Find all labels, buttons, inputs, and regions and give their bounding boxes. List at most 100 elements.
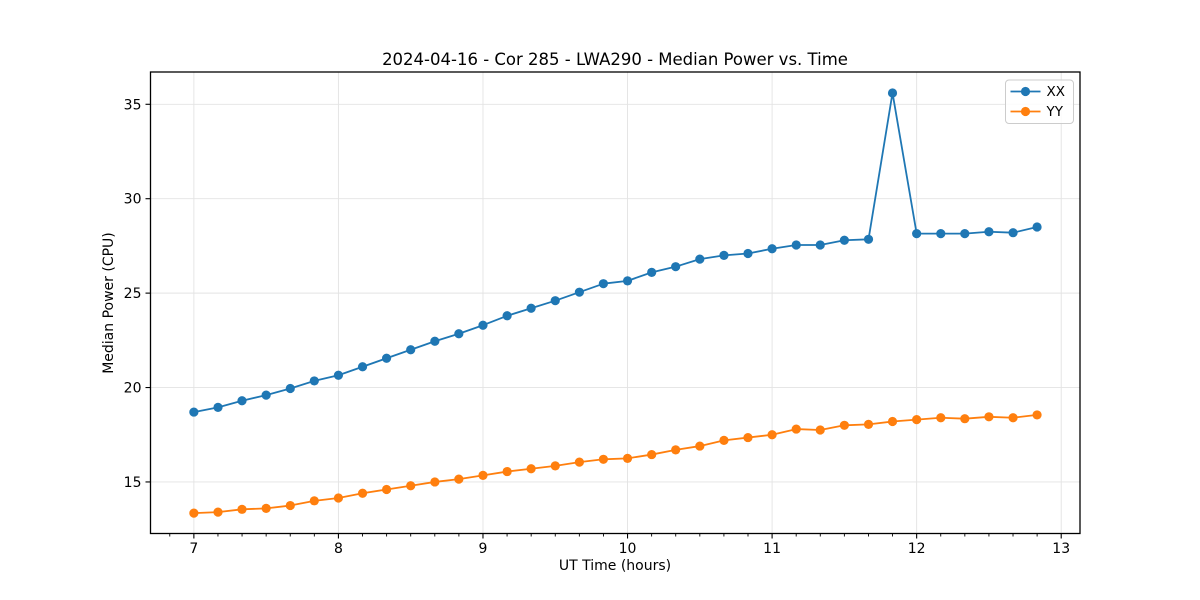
data-point-yy	[767, 430, 777, 440]
data-point-xx	[598, 279, 608, 289]
data-point-xx	[213, 402, 223, 412]
data-point-yy	[887, 416, 898, 427]
legend-marker-xx	[1020, 86, 1031, 97]
data-point-yy	[526, 464, 536, 474]
data-point-yy	[743, 432, 753, 443]
data-point-yy	[406, 481, 416, 491]
data-point-yy	[454, 474, 464, 484]
data-point-xx	[960, 229, 970, 239]
data-point-xx	[791, 240, 801, 250]
data-point-yy	[430, 477, 440, 487]
data-point-xx	[815, 240, 825, 250]
tick-layer	[145, 103, 1062, 539]
data-point-xx	[574, 287, 584, 297]
data-point-yy	[839, 420, 849, 430]
data-point-xx	[526, 303, 536, 313]
data-point-yy	[1032, 410, 1042, 420]
data-point-xx	[767, 244, 777, 254]
data-point-yy	[815, 425, 825, 435]
data-point-yy	[285, 500, 295, 511]
plot-border	[149, 71, 1081, 535]
data-point-yy	[237, 504, 247, 514]
data-point-yy	[936, 413, 946, 423]
x-tick-label: 11	[763, 541, 781, 557]
data-point-yy	[912, 415, 922, 425]
data-point-yy	[333, 493, 344, 503]
data-point-xx	[647, 267, 657, 277]
data-point-xx	[839, 235, 849, 245]
y-tick-label: 30	[124, 192, 142, 208]
tick-label-layer: 7 8 9 10 11 12 13 15 20 25 30 35	[124, 97, 1070, 557]
chart-title: 2024-04-16 - Cor 285 - LWA290 - Median P…	[382, 50, 848, 69]
data-point-xx	[478, 320, 488, 330]
data-point-xx	[454, 329, 464, 339]
data-point-yy	[984, 412, 994, 422]
data-point-yy	[357, 488, 368, 498]
data-point-yy	[261, 503, 271, 513]
data-point-xx	[671, 262, 681, 272]
grid-layer	[150, 72, 1080, 534]
data-point-xx	[237, 396, 247, 406]
data-point-yy	[381, 484, 392, 495]
data-point-yy	[478, 470, 488, 480]
y-axis-label: Median Power (CPU)	[101, 232, 117, 374]
legend-marker-yy	[1020, 106, 1031, 117]
data-point-yy	[550, 461, 560, 471]
data-point-yy	[863, 419, 874, 429]
y-tick-label: 35	[124, 97, 142, 113]
data-point-yy	[189, 508, 199, 518]
x-tick-label: 12	[908, 541, 926, 557]
series-layer	[189, 88, 1042, 518]
legend-label-xx: XX	[1047, 84, 1066, 100]
data-point-xx	[333, 370, 344, 380]
data-point-xx	[189, 407, 199, 417]
data-point-yy	[309, 496, 319, 506]
data-point-xx	[719, 250, 729, 260]
data-point-xx	[743, 248, 753, 259]
data-point-yy	[695, 441, 705, 451]
y-tick-label: 25	[124, 286, 142, 302]
data-point-xx	[622, 276, 633, 286]
data-point-yy	[719, 435, 729, 446]
data-point-yy	[598, 454, 608, 464]
data-point-yy	[671, 445, 681, 455]
data-point-yy	[622, 453, 633, 463]
data-point-xx	[1032, 222, 1042, 232]
x-tick-label: 9	[479, 541, 488, 557]
data-point-xx	[261, 390, 271, 400]
data-point-yy	[791, 424, 801, 434]
data-point-xx	[1008, 228, 1018, 238]
data-point-xx	[984, 227, 994, 237]
x-tick-label: 7	[189, 541, 198, 557]
data-point-xx	[430, 336, 440, 346]
data-point-xx	[912, 229, 922, 239]
data-point-xx	[887, 88, 898, 98]
x-axis-label: UT Time (hours)	[559, 558, 671, 574]
data-point-xx	[285, 383, 295, 394]
data-point-xx	[863, 234, 874, 244]
data-point-xx	[309, 376, 319, 386]
data-point-xx	[502, 311, 512, 321]
data-point-yy	[213, 507, 223, 517]
data-point-xx	[550, 296, 560, 306]
data-point-yy	[1008, 413, 1018, 423]
data-point-yy	[502, 466, 512, 477]
y-tick-label: 20	[124, 381, 142, 397]
data-point-yy	[960, 414, 970, 424]
data-point-yy	[574, 457, 584, 467]
legend-label-yy: YY	[1046, 104, 1064, 120]
series-line-xx	[193, 92, 1038, 413]
x-tick-label: 13	[1052, 541, 1070, 557]
data-point-xx	[357, 362, 368, 372]
data-point-xx	[381, 353, 392, 363]
data-point-xx	[406, 345, 416, 355]
series-line-yy	[193, 414, 1038, 515]
data-point-xx	[936, 229, 946, 239]
y-tick-label: 15	[124, 475, 142, 491]
data-point-yy	[647, 449, 657, 460]
data-point-xx	[695, 254, 705, 264]
x-tick-label: 10	[619, 541, 637, 557]
x-tick-label: 8	[334, 541, 343, 557]
